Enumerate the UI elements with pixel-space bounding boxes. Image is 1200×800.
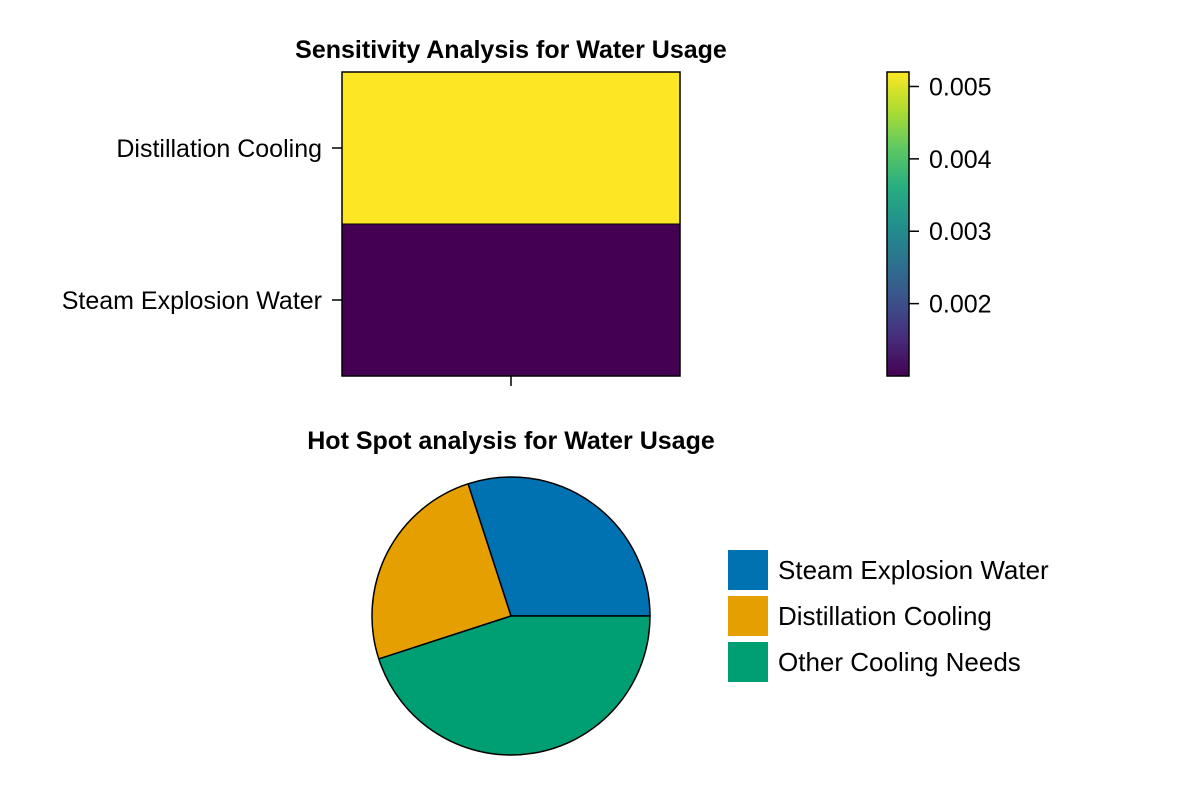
pie-legend: Steam Explosion Water Distillation Coolin… [728,550,1049,682]
pie-slice-other-cooling-needs [378,615,651,756]
colorbar-tick-label: 0.002 [929,291,992,319]
legend-label-distillation-cooling: Distillation Cooling [778,601,992,631]
pie-slice-distillation-cooling [371,483,512,660]
colorbar-gradient [886,71,910,377]
legend-swatch-distillation-cooling [728,596,768,636]
legend-swatch-steam-explosion-water [728,550,768,590]
heatmap-y-tick-label: Distillation Cooling [116,135,322,163]
heatmap-cells [341,71,681,377]
pie-slices [371,476,651,756]
legend-swatch-other-cooling-needs [728,642,768,682]
colorbar-tick-label: 0.003 [929,218,992,246]
heatmap-cell-distillation-cooling [341,71,681,225]
pie-panel: Hot Spot analysis for Water Usage Steam … [307,427,1049,756]
colorbar-tick-label: 0.005 [929,73,992,101]
heatmap-y-tick-label: Steam Explosion Water [62,287,322,315]
colorbar-tick-label: 0.004 [929,146,992,174]
heatmap-panel: Sensitivity Analysis for Water Usage Dis… [62,36,727,386]
heatmap-cell-steam-explosion-water [341,223,681,377]
pie-title: Hot Spot analysis for Water Usage [307,427,715,455]
heatmap-title: Sensitivity Analysis for Water Usage [295,36,727,64]
colorbar-ticks: 0.005 0.004 0.003 0.002 [909,73,992,319]
heatmap-y-axis: Distillation Cooling Steam Explosion Wate… [62,135,342,315]
pie-slice-steam-explosion-water [467,476,651,617]
legend-label-other-cooling-needs: Other Cooling Needs [778,647,1021,677]
legend-label-steam-explosion-water: Steam Explosion Water [778,555,1049,585]
colorbar: 0.005 0.004 0.003 0.002 [886,71,992,377]
